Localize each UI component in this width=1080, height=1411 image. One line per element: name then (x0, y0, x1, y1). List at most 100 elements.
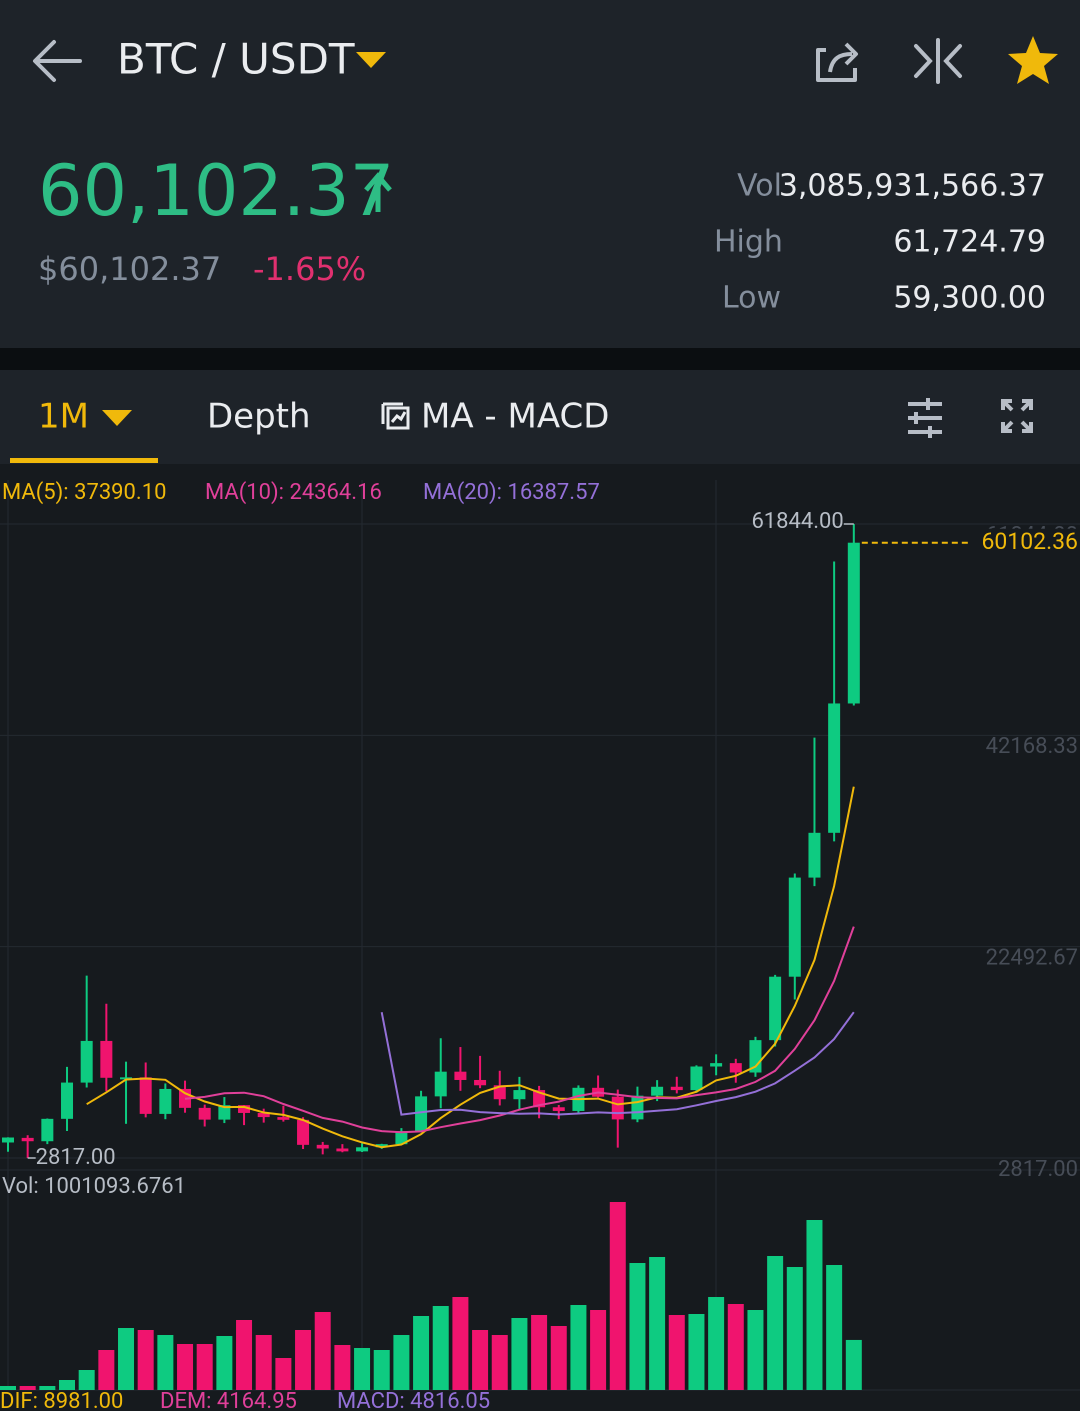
usd-price: $60,102.37 (38, 250, 221, 288)
volume-bar (334, 1345, 351, 1390)
stat-value: 3,085,931,566.37 (779, 169, 1046, 204)
pair-title[interactable]: BTC / USDT (117, 35, 355, 84)
candle-body (316, 1144, 329, 1149)
max-label: 61844.00 (751, 509, 843, 534)
volume-bar (216, 1336, 233, 1390)
ma-line (184, 926, 855, 1134)
back-button[interactable] (33, 40, 82, 82)
volume-bar (590, 1310, 607, 1390)
volume-bar (137, 1330, 154, 1390)
volume-bar (255, 1335, 272, 1390)
candle-body (198, 1107, 211, 1120)
candle-body (415, 1096, 428, 1132)
pair-dropdown[interactable] (356, 52, 386, 68)
volume-bar (786, 1267, 803, 1390)
volume-bar (275, 1358, 292, 1390)
ma-legend: MA(10): 24364.16 (205, 480, 382, 505)
candle-body (651, 1086, 664, 1096)
volume-bar (649, 1257, 666, 1390)
price-up-arrow (364, 172, 392, 212)
volume-bar (668, 1315, 685, 1390)
last-price-label: 60102.36 (981, 528, 1078, 555)
ma-line (380, 1011, 855, 1116)
tabs-bg (0, 370, 1080, 464)
volume-bar (39, 1386, 56, 1390)
volume-bar (747, 1310, 764, 1390)
candle-body (336, 1148, 349, 1152)
candle-body (474, 1079, 487, 1086)
candle-body (769, 976, 782, 1041)
candle-body (61, 1082, 74, 1119)
volume-bar (609, 1202, 626, 1390)
last-price: 60,102.37 (38, 150, 394, 232)
candle-body (513, 1090, 526, 1100)
volume-bar (767, 1256, 784, 1390)
candle-body (690, 1066, 703, 1091)
volume-bar (354, 1348, 371, 1390)
compare-button[interactable] (914, 38, 962, 84)
tab-indicators[interactable]: MA - MACD (421, 397, 609, 437)
volume-bar (472, 1330, 489, 1390)
settings-button[interactable] (908, 398, 942, 438)
y-tick-label: 2817.00 (998, 1157, 1078, 1182)
volume-bar (177, 1344, 194, 1390)
volume-bar (236, 1320, 253, 1390)
fullscreen-button[interactable] (1001, 399, 1033, 433)
candle-body (139, 1077, 152, 1114)
candle-body (297, 1119, 310, 1145)
stat-label: High (714, 225, 783, 260)
candle-body (611, 1096, 624, 1120)
candle-body (21, 1137, 34, 1142)
candle-body (552, 1107, 565, 1111)
candle-body (2, 1137, 14, 1143)
volume-bar (531, 1315, 548, 1390)
candle-body (710, 1063, 723, 1067)
candle-body (375, 1144, 388, 1148)
candle-body (828, 703, 841, 833)
min-label: 2817.00 (36, 1145, 116, 1170)
volume-bar (118, 1328, 135, 1390)
candle-body (159, 1088, 172, 1114)
volume-bar (688, 1314, 705, 1390)
header-bg (0, 0, 1080, 348)
candle-body (395, 1131, 408, 1145)
volume-bar (157, 1335, 174, 1390)
candle-body (356, 1147, 369, 1152)
candle-body (631, 1095, 644, 1120)
stat-value: 61,724.79 (893, 225, 1046, 260)
separator (0, 348, 1080, 370)
volume-bar (78, 1370, 95, 1390)
interval-dropdown[interactable] (102, 410, 132, 426)
candle-body (729, 1063, 742, 1073)
last-price-bg (976, 528, 1080, 557)
volume-bar (845, 1339, 862, 1390)
chart-bg (0, 464, 1080, 1411)
volume-bar (413, 1316, 430, 1390)
volume-bar (806, 1220, 823, 1390)
ma-legend: MA(5): 37390.10 (2, 480, 166, 505)
candle-body (41, 1118, 54, 1142)
volume-bar (98, 1350, 115, 1390)
candle-body (670, 1086, 683, 1091)
candle-body (454, 1071, 467, 1080)
tab-interval[interactable]: 1M (38, 397, 89, 437)
candle-body (218, 1105, 231, 1120)
volume-bar (59, 1380, 76, 1390)
indicator-icon[interactable] (381, 402, 410, 430)
candle-body (257, 1112, 270, 1118)
volume-bar (629, 1263, 646, 1390)
volume-bar (373, 1350, 390, 1390)
candle-body (434, 1071, 447, 1097)
candle-body (120, 1077, 133, 1080)
tab-underline (10, 458, 158, 463)
candle-body (493, 1085, 506, 1100)
kline-chart: 2817.00 22492.67 42168.33 61844.00 MA(5): 37… (0, 480, 1080, 1411)
favorite-star[interactable] (1008, 36, 1058, 84)
tab-depth[interactable]: Depth (207, 397, 311, 437)
volume-bar (432, 1306, 449, 1390)
volume-bar (570, 1305, 587, 1390)
y-tick-label: 22492.67 (986, 945, 1078, 970)
share-button[interactable] (816, 42, 858, 82)
volume-bar (727, 1304, 744, 1390)
